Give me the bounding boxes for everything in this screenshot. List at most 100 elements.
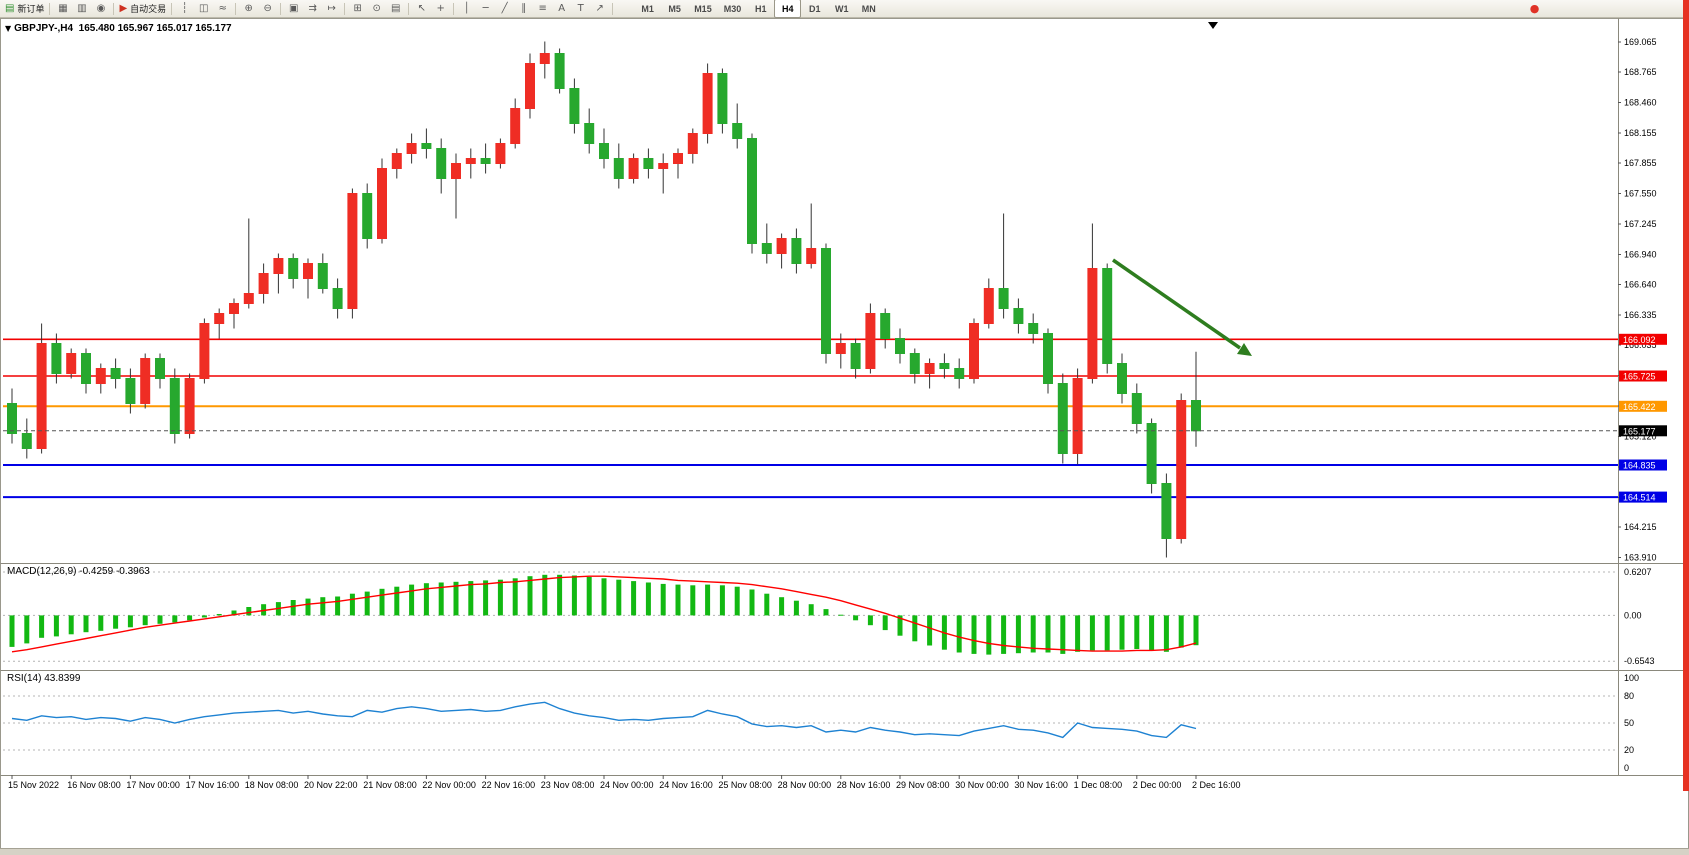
trend-arrow[interactable]	[1112, 258, 1252, 356]
svg-text:100: 100	[1624, 673, 1639, 683]
price-level-label[interactable]: 165.725	[1619, 370, 1667, 382]
svg-text:2 Dec 00:00: 2 Dec 00:00	[1133, 780, 1182, 790]
new-order-button[interactable]: ▤ 新订单	[3, 1, 46, 16]
horizontal-line-button[interactable]: ─	[476, 1, 495, 16]
chart-shift-marker[interactable]	[1208, 22, 1218, 29]
fibonacci-button[interactable]: ≡	[533, 1, 552, 16]
candle-body	[924, 363, 935, 374]
svg-text:29 Nov 08:00: 29 Nov 08:00	[896, 780, 950, 790]
macd-bar	[305, 598, 311, 616]
crosshair-icon: +	[436, 2, 445, 14]
candle-body	[495, 143, 506, 164]
price-level-lines[interactable]	[3, 338, 1618, 499]
macd-bar	[897, 615, 903, 636]
macd-bar	[675, 584, 681, 616]
price-level-label[interactable]: 165.422	[1619, 400, 1667, 412]
timeframe-mn-button[interactable]: MN	[861, 3, 876, 14]
candle-body	[1117, 363, 1127, 394]
chart-menu-icon[interactable]: ▼	[5, 24, 12, 33]
macd-bar	[320, 597, 326, 616]
svg-text:28 Nov 16:00: 28 Nov 16:00	[837, 780, 891, 790]
macd-bar	[438, 582, 444, 616]
auto-scroll-button[interactable]: ⇉	[303, 1, 322, 16]
indicators-button[interactable]: ⊞	[348, 1, 367, 16]
text-label-button[interactable]: T	[571, 1, 590, 16]
trendline-button[interactable]: ╱	[495, 1, 514, 16]
alert-button[interactable]: ●	[1525, 1, 1544, 16]
candle-body	[1087, 268, 1098, 379]
vertical-line-button[interactable]: │	[457, 1, 476, 16]
macd-bar	[142, 615, 148, 626]
timeframe-w1-button[interactable]: W1	[834, 3, 849, 14]
auto-trading-button[interactable]: ▶ 自动交易	[117, 1, 168, 16]
chart-windows-button[interactable]: ▦	[53, 1, 72, 16]
macd-bar	[956, 615, 962, 653]
svg-text:167.245: 167.245	[1624, 219, 1657, 229]
macd-bar	[542, 574, 548, 616]
macd-bar	[527, 576, 533, 616]
price-level-label[interactable]: 166.092	[1619, 333, 1667, 345]
rsi-value: 43.8399	[44, 673, 81, 684]
macd-bar	[409, 584, 415, 616]
macd-bar	[586, 576, 592, 616]
zoom-in-button[interactable]: ⊕	[239, 1, 258, 16]
crosshair-button[interactable]: +	[431, 1, 450, 16]
macd-bar	[453, 581, 459, 616]
candle-body	[835, 343, 846, 354]
channel-button[interactable]: ∥	[514, 1, 533, 16]
zoom-out-button[interactable]: ⊖	[258, 1, 277, 16]
tile-windows-button[interactable]: ▣	[284, 1, 303, 16]
time-axis[interactable]: 15 Nov 2022 16 Nov 08:00 17 Nov 00:00 17 No…	[8, 775, 1241, 790]
candle-body	[998, 288, 1009, 309]
candlestick-icon: ◫	[198, 2, 209, 14]
price-level-label[interactable]: 164.835	[1619, 459, 1667, 471]
candle-body	[184, 378, 195, 434]
macd-bar	[231, 610, 237, 616]
candle-body	[525, 63, 535, 109]
toolbar-separator	[171, 2, 173, 15]
macd-bar	[912, 615, 918, 642]
svg-text:28 Nov 00:00: 28 Nov 00:00	[778, 780, 832, 790]
toolbar-separator	[408, 2, 410, 15]
horizontal-line-icon: ─	[482, 2, 489, 14]
price-level-label[interactable]: 164.514	[1619, 491, 1667, 503]
candle-body	[480, 158, 491, 164]
macd-bar	[1104, 615, 1110, 651]
macd-bar	[779, 597, 785, 616]
arrows-button[interactable]: ↗	[590, 1, 609, 16]
text-button[interactable]: A	[552, 1, 571, 16]
data-window-button[interactable]: ◉	[91, 1, 110, 16]
macd-bar	[53, 615, 59, 637]
bar-chart-button[interactable]: ┆	[175, 1, 194, 16]
candle-body	[1057, 383, 1068, 454]
candle-body	[821, 248, 831, 354]
candle-body	[643, 158, 654, 169]
timeframe-m1-button[interactable]: M1	[641, 3, 654, 14]
timeframe-m30-button[interactable]: M30	[723, 3, 742, 14]
timeframe-h4-button[interactable]: H4	[774, 0, 802, 18]
fibonacci-icon: ≡	[538, 2, 547, 14]
periods-button[interactable]: ⊙	[367, 1, 386, 16]
vertical-line-icon: │	[463, 2, 470, 14]
candle-body	[983, 288, 994, 324]
templates-button[interactable]: ▤	[386, 1, 405, 16]
timeframe-d1-button[interactable]: D1	[808, 3, 821, 14]
profile-button[interactable]: ▥	[72, 1, 91, 16]
periods-icon: ⊙	[372, 2, 381, 14]
svg-text:2 Dec 16:00: 2 Dec 16:00	[1192, 780, 1241, 790]
chart-shift-button[interactable]: ↦	[322, 1, 341, 16]
candlestick-button[interactable]: ◫	[194, 1, 213, 16]
candle-body	[95, 368, 106, 384]
macd-bar	[1089, 615, 1095, 651]
auto-trading-label: 自动交易	[130, 4, 167, 14]
candle-body	[391, 153, 402, 169]
macd-bar	[793, 600, 799, 616]
svg-text:50: 50	[1624, 718, 1634, 728]
timeframe-m5-button[interactable]: M5	[668, 3, 681, 14]
line-chart-icon: ≈	[218, 2, 227, 14]
cursor-button[interactable]: ↖	[412, 1, 431, 16]
line-chart-button[interactable]: ≈	[213, 1, 232, 16]
timeframe-m15-button[interactable]: M15	[694, 3, 712, 14]
timeframe-h1-button[interactable]: H1	[754, 3, 767, 14]
